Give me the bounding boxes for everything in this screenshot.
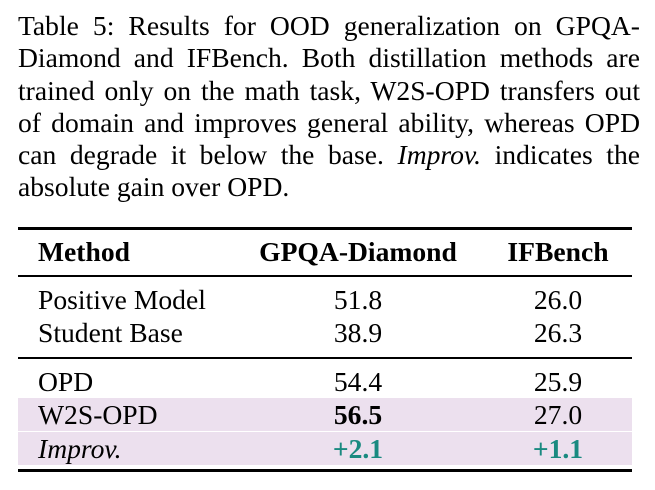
gpqa-cell-best: 56.5 bbox=[333, 399, 383, 430]
header-rule bbox=[18, 275, 632, 277]
table-caption: Table 5: Results for OOD generalization … bbox=[18, 10, 640, 204]
table-row: Positive Model 51.8 26.0 bbox=[18, 283, 632, 316]
bottom-rule bbox=[18, 469, 632, 472]
table-row-improvement: Improv. +2.1 +1.1 bbox=[18, 432, 632, 465]
caption-lead: Table 5: Results for OOD generalization … bbox=[18, 10, 640, 171]
header-ifbench: IFBench bbox=[507, 236, 609, 267]
gpqa-cell: 51.8 bbox=[333, 284, 383, 315]
ifbench-cell: 26.0 bbox=[533, 284, 583, 315]
header-gpqa-diamond: GPQA-Diamond bbox=[259, 236, 457, 267]
ifbench-cell: 25.9 bbox=[533, 366, 583, 397]
method-cell: Positive Model bbox=[38, 284, 206, 315]
table-row-highlighted: W2S-OPD 56.5 27.0 bbox=[18, 398, 632, 431]
ifbench-cell: 26.3 bbox=[533, 317, 583, 348]
gpqa-cell: 54.4 bbox=[333, 366, 383, 397]
gpqa-cell: 38.9 bbox=[333, 317, 383, 348]
method-cell: Improv. bbox=[38, 433, 122, 464]
caption-em-term: Improv. bbox=[397, 139, 482, 171]
ifbench-cell: 27.0 bbox=[533, 399, 583, 430]
gpqa-gain-cell: +2.1 bbox=[332, 433, 384, 464]
method-cell: W2S-OPD bbox=[38, 399, 158, 430]
group-rule bbox=[18, 357, 632, 359]
table-row: OPD 54.4 25.9 bbox=[18, 365, 632, 398]
table-row: Student Base 38.9 26.3 bbox=[18, 316, 632, 349]
ifbench-gain-cell: +1.1 bbox=[532, 433, 584, 464]
method-cell: OPD bbox=[38, 366, 94, 397]
top-rule bbox=[18, 227, 632, 230]
method-cell: Student Base bbox=[38, 317, 183, 348]
caption-tail: indicates the absolute gain over OPD. bbox=[18, 139, 641, 203]
header-method: Method bbox=[38, 236, 130, 267]
table-header-row: Method GPQA-Diamond IFBench bbox=[18, 235, 632, 268]
